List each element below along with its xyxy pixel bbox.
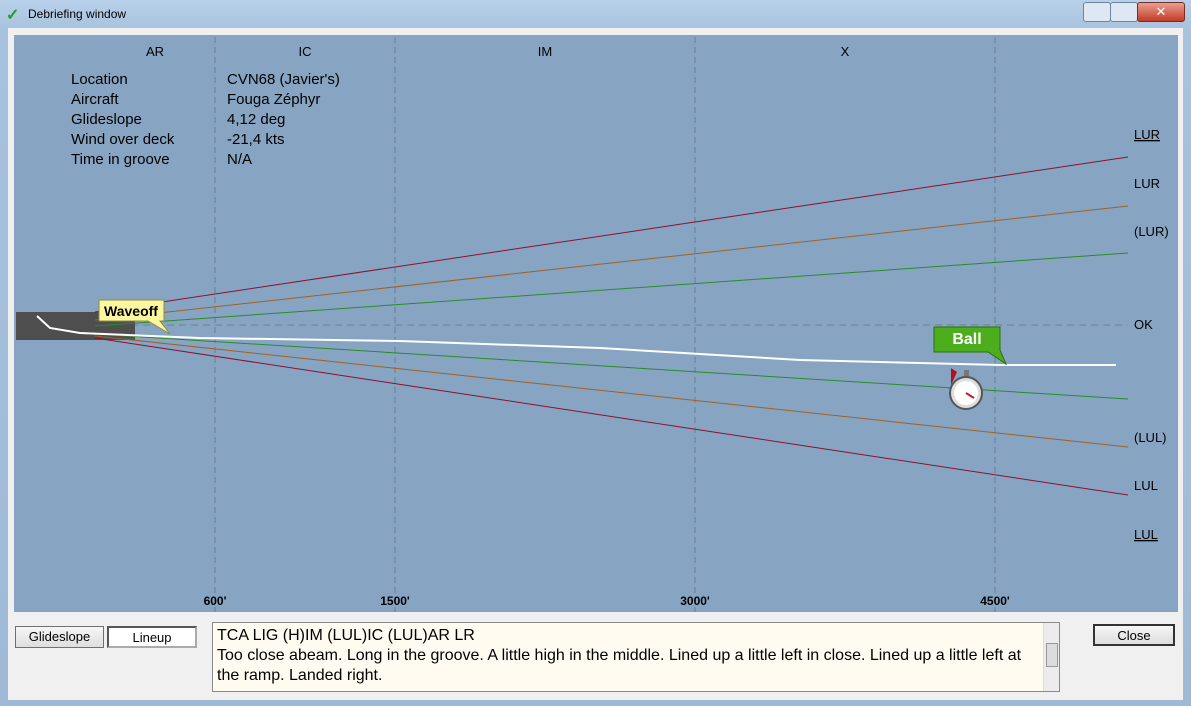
window-title: Debriefing window: [28, 7, 127, 21]
callout-bubble: [98, 299, 171, 335]
info-label: Time in groove: [71, 151, 170, 168]
info-label: Glideslope: [71, 111, 142, 128]
lineup-label: OK: [1134, 317, 1153, 332]
column-label: X: [841, 44, 850, 59]
column-label: AR: [146, 44, 164, 59]
lineup-label: LUL: [1134, 527, 1158, 542]
app-icon: ✓: [6, 7, 20, 24]
stopwatch-icon: [949, 368, 983, 410]
column-label: IM: [538, 44, 552, 59]
waveoff-callout: Waveoff: [98, 299, 171, 335]
stopwatch-hand: [965, 392, 975, 399]
info-label: Wind over deck: [71, 131, 175, 148]
lineup-tab[interactable]: Lineup: [107, 626, 197, 648]
comment-line: Too close abeam. Long in the groove. A l…: [217, 647, 1022, 684]
info-value: Fouga Zéphyr: [227, 91, 320, 108]
callout-text: Ball: [952, 331, 981, 348]
flight-path: [36, 315, 1116, 366]
limit-line: [94, 205, 1129, 321]
lineup-label: (LUL): [1134, 430, 1167, 445]
column-label: IC: [299, 44, 312, 59]
limit-line: [94, 337, 1129, 496]
info-value: CVN68 (Javier's): [227, 71, 340, 88]
lineup-labels: LUR LUR (LUR) OK (LUL) LUL LUL: [1134, 127, 1169, 542]
distance-label: 4500': [980, 594, 1010, 608]
grade-line: TCA LIG (H)IM (LUL)IC (LUL)AR LR: [217, 627, 475, 644]
glideslope-tab[interactable]: Glideslope: [15, 626, 104, 648]
distance-label: 3000': [680, 594, 710, 608]
lineup-label: LUR: [1134, 127, 1160, 142]
info-value: 4,12 deg: [227, 111, 285, 128]
comments-box[interactable]: TCA LIG (H)IM (LUL)IC (LUL)AR LR Too clo…: [212, 622, 1060, 692]
close-button[interactable]: Close: [1093, 624, 1175, 646]
callout-text: Waveoff: [104, 303, 158, 319]
callout-bubble: [933, 326, 1008, 366]
plot-area: [14, 35, 1178, 612]
limit-line: [94, 252, 1129, 327]
info-label: Location: [71, 71, 128, 88]
lineup-label: (LUR): [1134, 224, 1169, 239]
close-window-button[interactable]: ✕: [1137, 2, 1185, 22]
flag: [951, 368, 957, 385]
info-value: -21,4 kts: [227, 131, 285, 148]
scrollbar[interactable]: [1043, 623, 1059, 691]
limit-line: [94, 156, 1129, 313]
column-dividers: [214, 37, 996, 612]
info-label: Aircraft: [71, 91, 119, 108]
lineup-label: LUR: [1134, 176, 1160, 191]
comments-text: TCA LIG (H)IM (LUL)IC (LUL)AR LR Too clo…: [217, 626, 1043, 686]
ball-callout: Ball: [933, 326, 1008, 366]
scroll-thumb[interactable]: [1046, 643, 1058, 667]
distance-label: 600': [204, 594, 227, 608]
limit-line: [94, 335, 1129, 448]
info-block: Location CVN68 (Javier's) Aircraft Fouga…: [71, 71, 340, 168]
stopwatch-crown: [964, 370, 969, 376]
lineup-label: LUL: [1134, 478, 1158, 493]
distance-label: 1500': [380, 594, 410, 608]
info-value: N/A: [227, 151, 252, 168]
